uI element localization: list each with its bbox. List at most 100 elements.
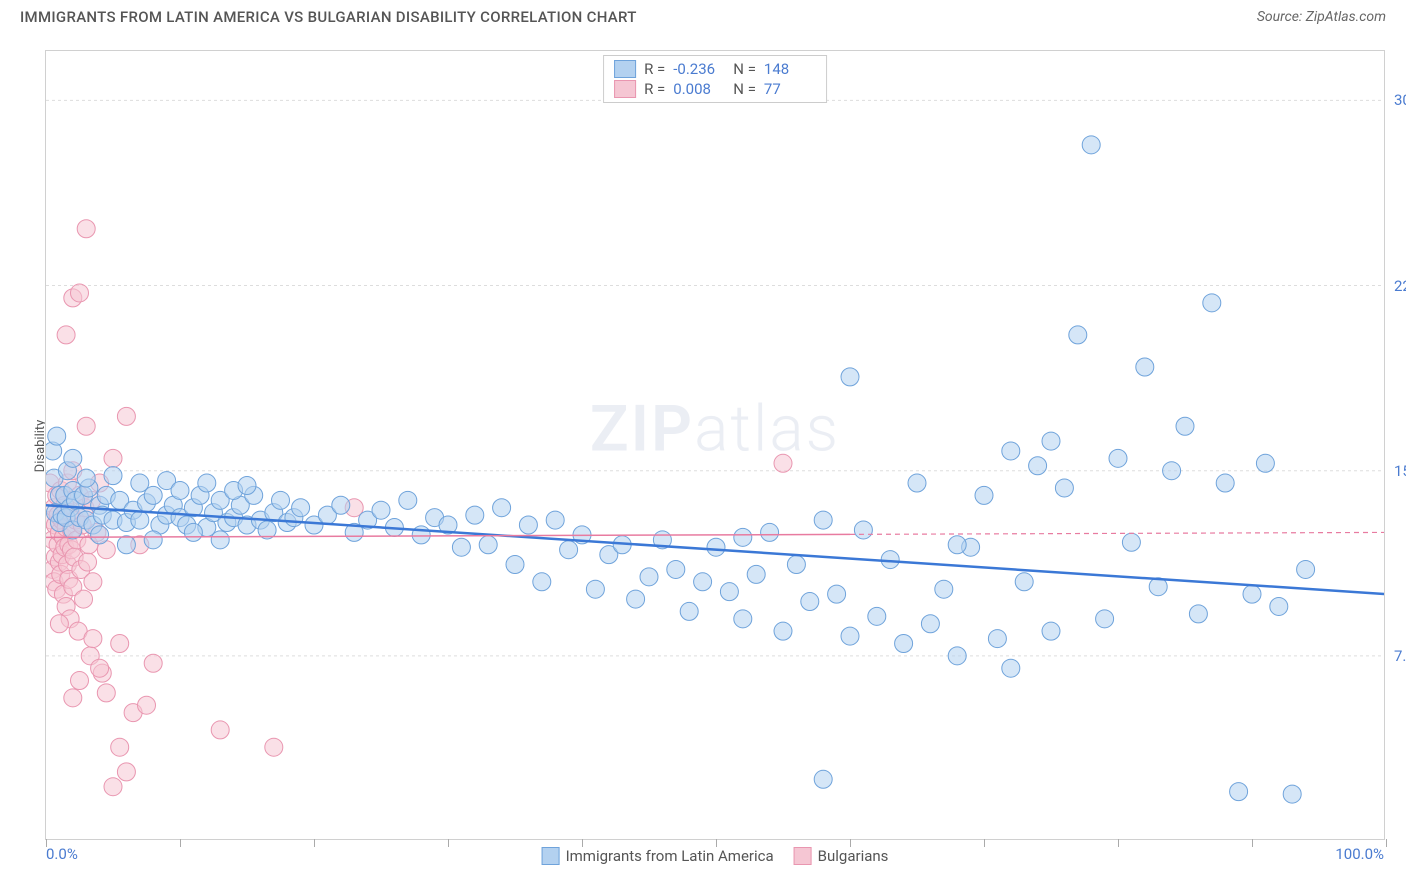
data-point [1216,474,1234,492]
data-point [1189,605,1207,623]
data-point [935,580,953,598]
chart-plot-area: ZIPatlas R =-0.236N =148R =0.008N =77 0.… [45,50,1385,840]
stat-r-value: 0.008 [673,80,725,98]
stat-r-label: R = [644,60,665,78]
legend-item: Bulgarians [794,847,889,865]
data-point [1015,573,1033,591]
data-point [1055,479,1073,497]
data-point [506,556,524,574]
data-point [131,474,149,492]
stats-box: R =-0.236N =148R =0.008N =77 [603,55,827,103]
x-tick [1118,839,1119,847]
data-point [171,481,189,499]
data-point [211,531,229,549]
data-point [801,593,819,611]
data-point [91,526,109,544]
data-point [1029,457,1047,475]
x-axis-max-label: 100.0% [1335,845,1384,863]
data-point [841,368,859,386]
data-point [97,684,115,702]
data-point [533,573,551,591]
legend-item: Immigrants from Latin America [542,847,774,865]
plot-svg [46,51,1384,839]
data-point [814,511,832,529]
x-axis-min-label: 0.0% [46,845,78,863]
data-point [640,568,658,586]
source-label: Source: ZipAtlas.com [1257,9,1386,25]
data-point [452,538,470,556]
data-point [71,284,89,302]
data-point [84,573,102,591]
data-point [1002,659,1020,677]
data-point [747,565,765,583]
data-point [908,474,926,492]
data-point [64,449,82,467]
data-point [761,523,779,541]
x-tick [716,839,717,847]
data-point [479,536,497,554]
data-point [292,499,310,517]
stat-n-value: 148 [764,60,816,78]
data-point [1297,560,1315,578]
data-point [493,499,511,517]
data-point [1283,785,1301,803]
data-point [1082,136,1100,154]
data-point [1243,585,1261,603]
data-point [238,477,256,495]
stat-r-label: R = [644,80,665,98]
data-point [667,560,685,578]
data-point [198,474,216,492]
data-point [1042,622,1060,640]
data-point [774,622,792,640]
data-point [131,511,149,529]
data-point [50,615,68,633]
data-point [1230,783,1248,801]
x-tick [582,839,583,847]
legend-label: Bulgarians [818,847,889,865]
data-point [211,721,229,739]
data-point [814,770,832,788]
data-point [1270,597,1288,615]
data-point [117,536,135,554]
data-point [79,553,97,571]
data-point [1256,454,1274,472]
data-point [734,528,752,546]
legend-label: Immigrants from Latin America [566,847,774,865]
data-point [184,523,202,541]
x-tick [46,839,47,847]
data-point [111,738,129,756]
x-tick [180,839,181,847]
data-point [75,590,93,608]
data-point [466,506,484,524]
data-point [774,454,792,472]
stats-swatch [614,60,636,78]
data-point [1069,326,1087,344]
x-tick [1386,839,1387,847]
data-point [104,778,122,796]
data-point [707,538,725,556]
data-point [895,635,913,653]
trend-line [46,534,850,537]
data-point [111,635,129,653]
data-point [854,521,872,539]
x-tick [314,839,315,847]
trend-line [46,505,1384,594]
data-point [1002,442,1020,460]
data-point [84,630,102,648]
data-point [48,427,66,445]
data-point [720,583,738,601]
data-point [948,647,966,665]
y-tick-label: 7.5% [1394,647,1406,665]
data-point [828,585,846,603]
data-point [372,501,390,519]
data-point [841,627,859,645]
stat-n-label: N = [733,80,756,98]
stats-row: R =-0.236N =148 [614,60,816,78]
data-point [104,467,122,485]
data-point [1096,610,1114,628]
legend-swatch [794,847,812,865]
data-point [77,417,95,435]
data-point [627,590,645,608]
data-point [586,580,604,598]
data-point [104,449,122,467]
